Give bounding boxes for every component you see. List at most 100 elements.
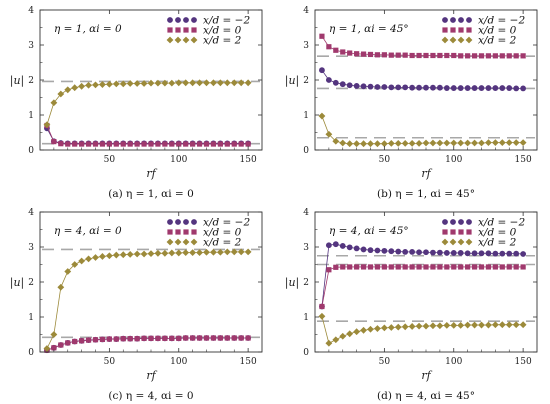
- data-point: [457, 322, 465, 329]
- data-point: [395, 52, 401, 58]
- legend-entry: x/d = 2: [166, 237, 242, 249]
- data-point: [161, 249, 169, 257]
- data-point: [478, 321, 485, 329]
- data-point: [203, 335, 210, 341]
- legend-marker: [191, 219, 197, 225]
- data-point: [374, 84, 381, 90]
- legend-label: x/d = 0: [478, 227, 517, 239]
- data-point: [401, 139, 409, 147]
- data-point: [190, 335, 196, 341]
- series-line: [46, 125, 249, 145]
- legend-marker: [175, 17, 181, 23]
- data-point: [332, 241, 339, 248]
- data-point: [498, 321, 506, 329]
- data-point: [464, 321, 472, 329]
- y-tick-label: 0: [303, 146, 309, 156]
- series-line: [321, 316, 524, 344]
- data-point: [112, 80, 120, 88]
- data-point: [465, 264, 471, 270]
- data-point: [451, 264, 457, 270]
- y-axis-label: |u|: [285, 276, 300, 290]
- data-point: [394, 139, 402, 147]
- data-point: [231, 141, 237, 147]
- legend-entry: x/d = 0: [167, 227, 242, 239]
- y-tick-label: 3: [28, 243, 34, 253]
- data-point: [99, 336, 106, 342]
- y-tick-label: 2: [28, 76, 34, 86]
- legend-label: x/d = 0: [203, 25, 242, 37]
- data-point: [85, 337, 92, 343]
- data-point: [409, 84, 416, 91]
- data-point: [85, 255, 92, 263]
- panel-inner-label: η = 4, αi = 0: [54, 225, 122, 237]
- data-point: [402, 84, 409, 91]
- x-tick-label: 150: [515, 155, 532, 165]
- data-point: [367, 83, 374, 90]
- data-point: [196, 141, 203, 147]
- data-point: [478, 264, 485, 270]
- legend-entry: x/d = 0: [442, 25, 517, 37]
- data-point: [519, 139, 527, 147]
- legend-marker: [175, 27, 181, 33]
- y-axis-label: |u|: [285, 74, 300, 88]
- data-point: [183, 335, 189, 341]
- legend-label: x/d = −2: [478, 217, 525, 229]
- legend-marker: [450, 219, 456, 225]
- data-point: [176, 335, 182, 341]
- data-point: [216, 79, 224, 87]
- chart-panel-1: 0 1 2 3 4 50 100 150 |u| rf η = 1, αi = 45° x/d = −…: [285, 6, 538, 200]
- data-point: [244, 248, 252, 256]
- data-point: [147, 79, 155, 87]
- data-point: [450, 322, 458, 329]
- data-point: [367, 247, 374, 254]
- data-point: [429, 322, 437, 330]
- data-point: [354, 264, 360, 270]
- data-point: [491, 139, 499, 147]
- x-tick-label: 100: [170, 357, 187, 367]
- data-point: [415, 139, 423, 147]
- legend-marker: [183, 219, 189, 225]
- data-point: [182, 249, 190, 256]
- legend-label: x/d = −2: [478, 15, 525, 27]
- data-point: [79, 141, 85, 147]
- data-point: [505, 139, 513, 147]
- data-point: [464, 85, 471, 91]
- data-point: [92, 337, 99, 343]
- data-point: [64, 86, 72, 94]
- data-point: [134, 336, 140, 342]
- data-point: [230, 248, 238, 256]
- data-point: [339, 243, 346, 249]
- legend-marker: [166, 36, 174, 44]
- data-point: [471, 321, 478, 329]
- data-point: [360, 51, 367, 57]
- data-point: [332, 137, 340, 145]
- legend-marker: [466, 219, 472, 225]
- data-point: [471, 53, 478, 59]
- data-point: [388, 84, 395, 91]
- data-point: [72, 338, 78, 345]
- data-point: [127, 141, 133, 147]
- legend-label: x/d = 0: [478, 25, 517, 37]
- data-point: [443, 139, 451, 147]
- data-point: [230, 79, 238, 87]
- legend-marker: [175, 219, 181, 225]
- data-point: [347, 50, 353, 56]
- data-point: [416, 84, 422, 91]
- data-point: [395, 248, 402, 255]
- legend-entry: x/d = −2: [442, 217, 525, 229]
- data-point: [360, 140, 367, 148]
- x-axis-label: rf: [421, 369, 432, 382]
- data-point: [505, 321, 513, 329]
- x-tick-label: 100: [445, 155, 462, 165]
- data-point: [430, 52, 436, 59]
- data-point: [92, 254, 99, 261]
- data-point: [332, 336, 340, 344]
- data-point: [499, 264, 505, 270]
- data-point: [78, 82, 86, 90]
- data-point: [71, 261, 79, 268]
- legend-label: x/d = 0: [203, 227, 242, 239]
- data-point: [381, 84, 388, 90]
- legend-entry: x/d = 0: [167, 25, 242, 37]
- data-point: [245, 335, 251, 341]
- data-point: [492, 85, 499, 91]
